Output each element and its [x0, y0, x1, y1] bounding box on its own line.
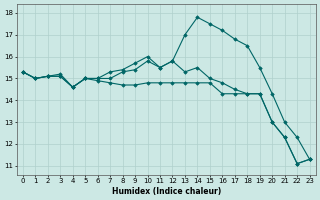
X-axis label: Humidex (Indice chaleur): Humidex (Indice chaleur)	[112, 187, 221, 196]
